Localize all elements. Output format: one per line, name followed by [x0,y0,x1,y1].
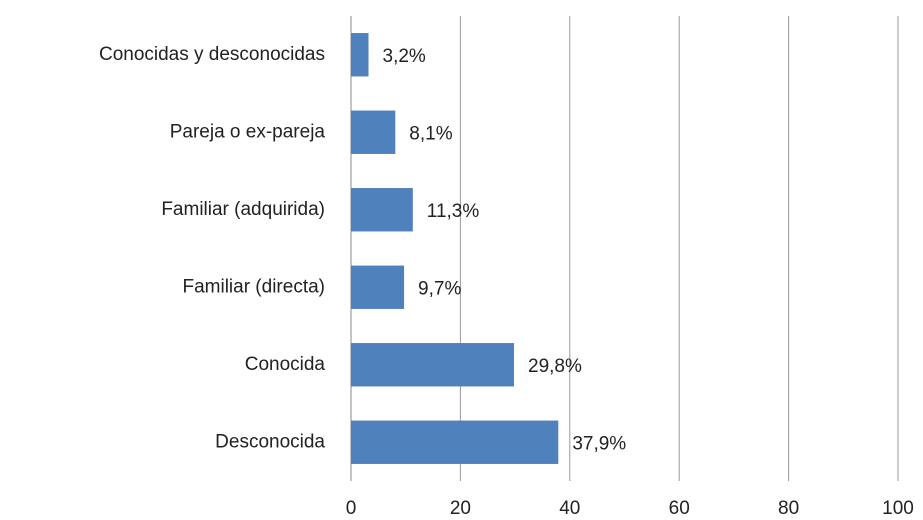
x-tick-label: 40 [559,498,580,519]
category-label: Conocidas y desconocidas [99,44,325,65]
bar [351,420,559,464]
data-label: 8,1% [409,123,452,144]
bar [351,188,413,232]
x-tick-label: 60 [669,498,690,519]
x-tick-label: 80 [778,498,799,519]
bar [351,265,405,309]
x-tick-label: 20 [450,498,471,519]
x-tick-label: 0 [346,498,357,519]
data-label: 3,2% [383,46,426,67]
x-tick-label: 100 [882,498,914,519]
category-label: Familiar (directa) [182,276,325,297]
bar [351,110,396,154]
data-label: 37,9% [572,433,626,454]
bar [351,33,369,77]
category-label: Familiar (adquirida) [161,199,325,220]
data-label: 29,8% [528,356,582,377]
data-label: 11,3% [427,201,480,222]
category-label: Desconocida [215,431,325,452]
data-label: 9,7% [418,278,461,299]
category-label: Conocida [245,354,326,375]
category-label: Pareja o ex-pareja [170,121,326,142]
bar [351,343,515,387]
